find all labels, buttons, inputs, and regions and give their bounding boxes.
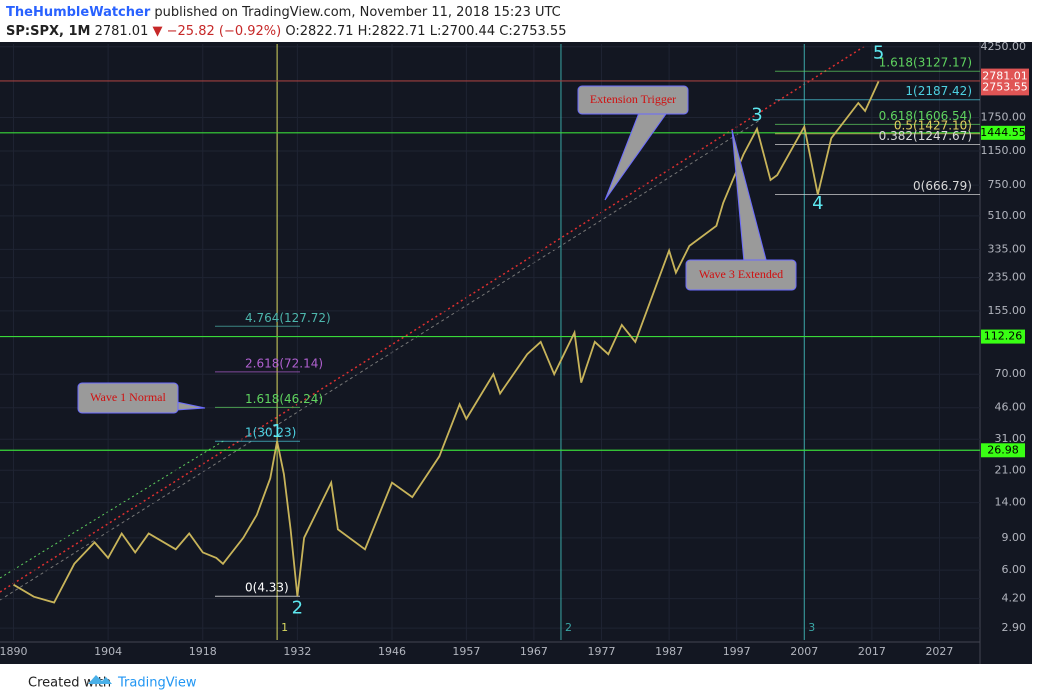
price-label: 2781.01 xyxy=(982,70,1028,83)
wave-label: 2 xyxy=(292,598,303,619)
y-tick-label: 335.00 xyxy=(988,242,1027,255)
close: C:2753.55 xyxy=(499,24,566,39)
y-tick-label: 510.00 xyxy=(988,209,1027,222)
symbol-line: SP:SPX, 1M 2781.01 ▼ −25.82 (−0.92%) O:2… xyxy=(6,24,566,39)
y-tick-label: 46.00 xyxy=(995,401,1027,414)
fib-label: 4.764(127.72) xyxy=(245,311,331,325)
callout-text: Wave 1 Normal xyxy=(90,390,166,404)
fib-label: 0.618(1606.54) xyxy=(879,109,972,123)
y-tick-label: 235.00 xyxy=(988,271,1027,284)
last: 2781.01 xyxy=(95,24,149,39)
trend-line xyxy=(0,439,226,579)
y-tick-label: 4.20 xyxy=(1002,592,1027,605)
y-tick-label: 21.00 xyxy=(995,463,1027,476)
level-label-bg xyxy=(981,125,1025,140)
change: ▼ −25.82 (−0.92%) xyxy=(153,24,282,39)
y-tick-label: 1750.00 xyxy=(981,111,1027,124)
vertical-line-label: 3 xyxy=(808,621,815,634)
y-tick-label: 1150.00 xyxy=(981,144,1027,157)
level-label: 26.98 xyxy=(987,443,1019,456)
x-tick-label: 2027 xyxy=(925,645,953,658)
y-tick-label: 70.00 xyxy=(995,367,1027,380)
wave-label: 5 xyxy=(873,43,884,64)
open: O:2822.71 xyxy=(285,24,353,39)
vertical-line-label: 1 xyxy=(281,621,288,634)
callout-box xyxy=(77,382,179,414)
logo xyxy=(88,675,112,684)
low: L:2700.44 xyxy=(430,24,495,39)
author: TheHumbleWatcher xyxy=(6,5,151,20)
header-line: TheHumbleWatcher published on TradingVie… xyxy=(6,5,561,20)
callout-text: Extension Trigger xyxy=(590,92,676,106)
y-tick-label: 6.00 xyxy=(1002,563,1027,576)
y-tick-label: 14.00 xyxy=(995,496,1027,509)
fib-label: 0.382(1247.67) xyxy=(879,129,972,143)
y-tick-label: 4250.00 xyxy=(981,40,1027,53)
level-label: 1444.55 xyxy=(980,126,1026,139)
symbol: SP:SPX, 1M xyxy=(6,24,90,39)
price-label-bg xyxy=(981,79,1029,96)
y-tick-label: 9.00 xyxy=(1002,531,1027,544)
x-tick-label: 1957 xyxy=(452,645,480,658)
wave-label: 1 xyxy=(271,421,282,442)
fib-label: 1(30.23) xyxy=(245,426,296,440)
fib-label: 2.618(72.14) xyxy=(245,356,323,370)
trend-line xyxy=(0,45,866,593)
x-tick-label: 1904 xyxy=(94,645,122,658)
callout-text: Wave 3 Extended xyxy=(699,267,783,281)
y-tick-label: 750.00 xyxy=(988,178,1027,191)
x-tick-label: 1987 xyxy=(655,645,683,658)
x-tick-label: 1997 xyxy=(723,645,751,658)
x-tick-label: 1932 xyxy=(283,645,311,658)
x-tick-label: 1977 xyxy=(588,645,616,658)
x-tick-label: 1946 xyxy=(378,645,406,658)
y-tick-label: 155.00 xyxy=(988,304,1027,317)
fib-label: 1.618(3127.17) xyxy=(879,56,972,70)
price-label: 2753.55 xyxy=(982,80,1028,93)
vertical-line-label: 2 xyxy=(565,621,572,634)
high: H:2822.71 xyxy=(358,24,426,39)
callout-box xyxy=(685,259,797,291)
x-tick-label: 1918 xyxy=(189,645,217,658)
fib-label: 0(4.33) xyxy=(245,581,289,595)
fib-label: 0(666.79) xyxy=(913,179,972,193)
plot-background xyxy=(0,42,1032,664)
level-label-bg xyxy=(981,443,1025,458)
wave-label: 4 xyxy=(812,193,823,214)
y-tick-label: 31.00 xyxy=(995,432,1027,445)
published: published on TradingView.com, November 1… xyxy=(154,5,560,20)
x-tick-label: 2017 xyxy=(858,645,886,658)
callout-box xyxy=(577,85,689,115)
fib-label: 1(2187.42) xyxy=(905,84,972,98)
level-label: 112.26 xyxy=(984,330,1023,343)
x-tick-label: 1890 xyxy=(0,645,28,658)
wave-label: 3 xyxy=(751,104,762,125)
footer-created: Created with xyxy=(28,676,111,691)
fib-label: 1.618(46.24) xyxy=(245,392,323,406)
footer-brand: TradingView xyxy=(117,676,197,691)
x-tick-label: 2007 xyxy=(790,645,818,658)
y-tick-label: 2.90 xyxy=(1002,621,1027,634)
x-tick-label: 1967 xyxy=(520,645,548,658)
level-label-bg xyxy=(981,329,1025,344)
fib-label: 0.5(1427.10) xyxy=(894,118,972,132)
